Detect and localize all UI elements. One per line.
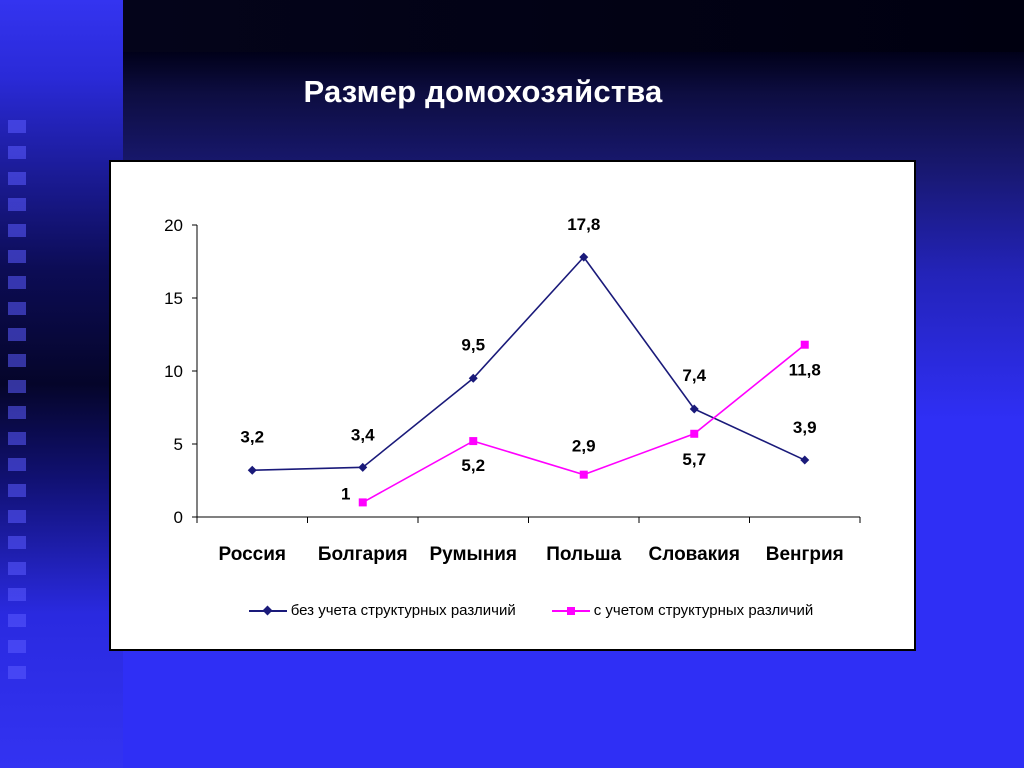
- data-point-marker: [579, 252, 589, 262]
- data-label: 17,8: [567, 215, 600, 234]
- y-tick-label: 10: [164, 362, 183, 381]
- chart-legend: без учета структурных различий с учетом …: [211, 602, 851, 619]
- legend-item-series-2: с учетом структурных различий: [551, 602, 814, 619]
- chart-panel: 0 5 10 15 20 Россия Болгария Румыния Польша Слова…: [109, 160, 916, 651]
- x-category-label: Польша: [546, 544, 621, 565]
- data-point-marker: [468, 373, 478, 383]
- data-label: 3,4: [351, 425, 375, 444]
- data-point-marker: [358, 498, 367, 507]
- data-label: 9,5: [461, 335, 485, 354]
- decorative-squares: [8, 120, 26, 680]
- data-label: 5,7: [682, 450, 706, 469]
- legend-swatch-series-1: [248, 605, 287, 617]
- y-tick-label: 5: [174, 435, 183, 454]
- series-line-1: [252, 255, 806, 472]
- data-point-marker: [469, 437, 478, 446]
- background-top-bar: [123, 0, 1024, 52]
- y-tick-label: 20: [164, 216, 183, 235]
- x-category-label: Словакия: [649, 544, 740, 565]
- data-point-marker: [690, 429, 699, 438]
- data-point-marker: [247, 465, 257, 475]
- y-tick-label: 0: [174, 508, 183, 527]
- data-point-marker: [800, 455, 810, 465]
- x-category-label: Россия: [219, 544, 286, 565]
- legend-item-series-1: без учета структурных различий: [248, 602, 516, 619]
- x-category-label: Болгария: [318, 544, 408, 565]
- legend-label-series-1: без учета структурных различий: [290, 602, 516, 619]
- slide-title: Размер домохозяйства: [303, 74, 663, 109]
- data-point-marker: [579, 470, 588, 479]
- y-tick-label: 15: [164, 289, 183, 308]
- data-point-marker: [689, 404, 699, 414]
- x-category-label: Румыния: [429, 544, 517, 565]
- data-label: 11,8: [789, 361, 821, 380]
- data-point-marker: [800, 340, 809, 349]
- data-label: 5,2: [461, 456, 485, 475]
- data-label: 1: [341, 484, 350, 503]
- data-point-marker: [358, 462, 368, 472]
- legend-label-series-2: с учетом структурных различий: [593, 602, 814, 619]
- data-label: 7,4: [682, 366, 706, 385]
- data-label: 3,9: [793, 418, 817, 437]
- x-category-label: Венгрия: [766, 544, 844, 565]
- legend-swatch-series-2: [551, 605, 590, 617]
- series-line-2: [362, 344, 806, 504]
- data-label: 3,2: [240, 427, 264, 446]
- line-chart: 0 5 10 15 20 Россия Болгария Румыния Польша Слова…: [164, 215, 861, 565]
- data-label: 2,9: [572, 437, 596, 456]
